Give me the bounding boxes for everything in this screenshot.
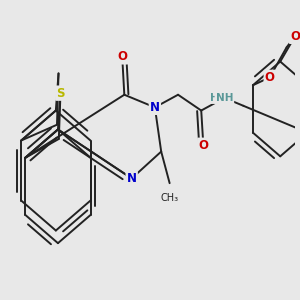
Text: CH₃: CH₃ (160, 193, 179, 202)
Text: O: O (198, 139, 208, 152)
Text: N: N (127, 172, 137, 185)
Text: O: O (117, 50, 127, 63)
Text: H: H (220, 93, 229, 103)
Text: H: H (210, 93, 219, 103)
Text: O: O (265, 71, 275, 84)
Text: N: N (150, 101, 160, 114)
Text: S: S (56, 87, 65, 100)
Text: O: O (290, 30, 300, 43)
Text: NH: NH (216, 93, 233, 103)
